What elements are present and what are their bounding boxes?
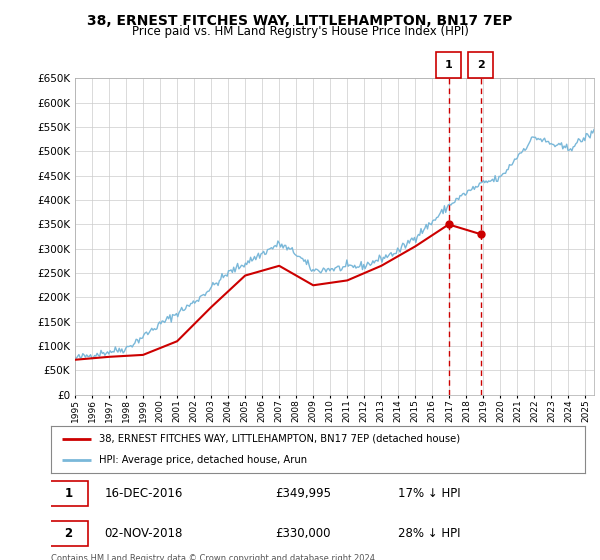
Text: Price paid vs. HM Land Registry's House Price Index (HPI): Price paid vs. HM Land Registry's House … — [131, 25, 469, 38]
Text: £330,000: £330,000 — [275, 527, 331, 540]
Text: 02-NOV-2018: 02-NOV-2018 — [104, 527, 183, 540]
Text: 1: 1 — [445, 60, 452, 70]
Text: £349,995: £349,995 — [275, 487, 331, 500]
Text: 2: 2 — [477, 60, 485, 70]
FancyBboxPatch shape — [49, 481, 88, 506]
Text: 16-DEC-2016: 16-DEC-2016 — [104, 487, 183, 500]
Text: 38, ERNEST FITCHES WAY, LITTLEHAMPTON, BN17 7EP: 38, ERNEST FITCHES WAY, LITTLEHAMPTON, B… — [88, 14, 512, 28]
Text: Contains HM Land Registry data © Crown copyright and database right 2024.
This d: Contains HM Land Registry data © Crown c… — [51, 554, 377, 560]
Text: 2: 2 — [64, 527, 73, 540]
Text: 38, ERNEST FITCHES WAY, LITTLEHAMPTON, BN17 7EP (detached house): 38, ERNEST FITCHES WAY, LITTLEHAMPTON, B… — [99, 434, 460, 444]
Text: 17% ↓ HPI: 17% ↓ HPI — [398, 487, 461, 500]
Text: 1: 1 — [64, 487, 73, 500]
Text: HPI: Average price, detached house, Arun: HPI: Average price, detached house, Arun — [99, 455, 307, 465]
FancyBboxPatch shape — [436, 52, 461, 78]
FancyBboxPatch shape — [49, 521, 88, 546]
Text: 28% ↓ HPI: 28% ↓ HPI — [398, 527, 461, 540]
FancyBboxPatch shape — [468, 52, 493, 78]
